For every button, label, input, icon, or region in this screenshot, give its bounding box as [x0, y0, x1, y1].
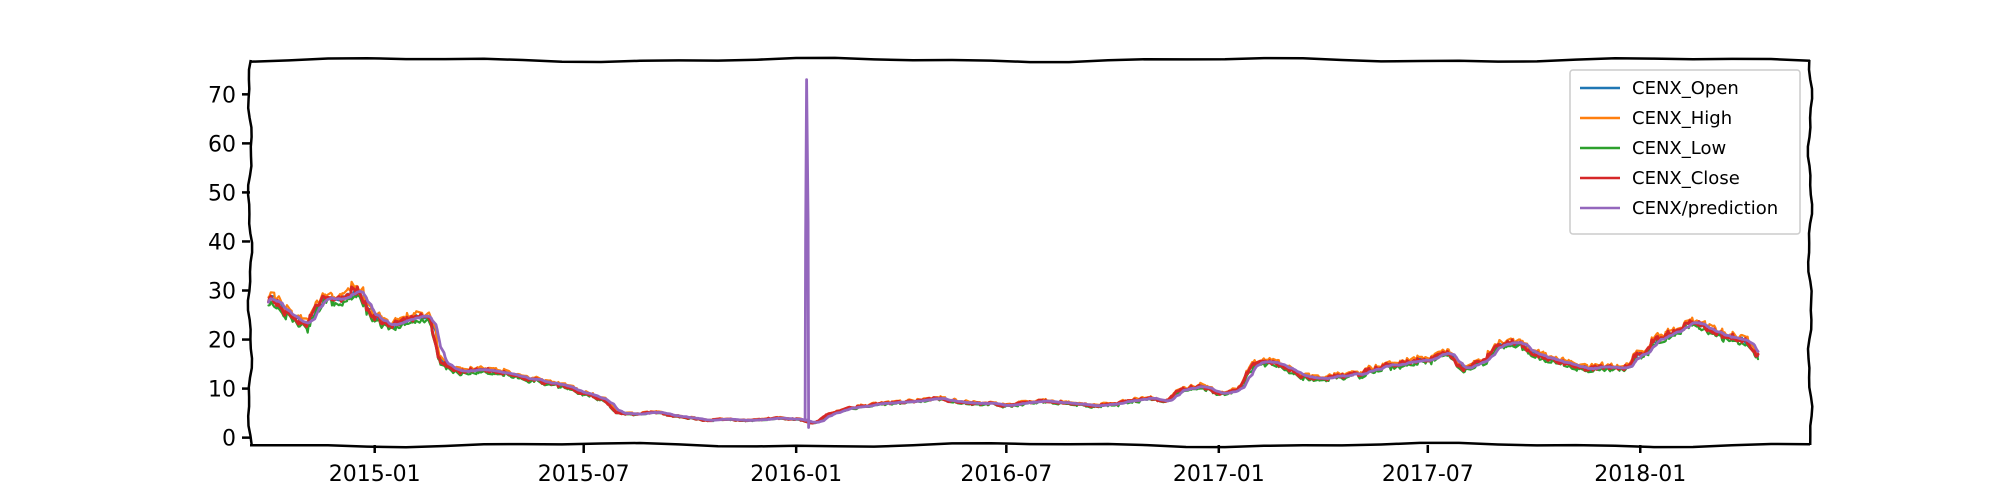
- x-tick-label: 2015-01: [329, 462, 421, 487]
- x-tick-label: 2016-01: [750, 462, 842, 487]
- y-tick-label: 70: [208, 83, 236, 108]
- legend-box: [1569, 69, 1801, 235]
- x-tick-label: 2017-01: [1173, 462, 1265, 487]
- y-tick-label: 60: [208, 132, 236, 157]
- legend-label-cenx-high: CENX_High: [1632, 108, 1732, 129]
- x-tick-label: 2018-01: [1594, 462, 1686, 487]
- y-axis: 0 10 20 30 40 50 60 70: [208, 83, 250, 452]
- plot-frame: [246, 56, 1814, 449]
- series-line-cenx-prediction: [267, 78, 1760, 429]
- legend-label-cenx-low: CENX_Low: [1632, 138, 1726, 159]
- x-tick-label: 2016-07: [960, 462, 1052, 487]
- y-tick-label: 20: [208, 329, 236, 354]
- x-tick-label: 2017-07: [1382, 462, 1474, 487]
- y-tick-label: 50: [208, 181, 236, 206]
- legend-label-cenx-close: CENX_Close: [1632, 168, 1740, 189]
- series-layer: [267, 78, 1760, 429]
- legend-label-cenx-open: CENX_Open: [1632, 78, 1739, 99]
- y-tick-label: 40: [208, 230, 236, 255]
- x-axis: 2015-01 2015-07 2016-01 2016-07 2017-01 2017-…: [329, 445, 1686, 487]
- x-tick-label: 2015-07: [538, 462, 630, 487]
- y-tick-label: 10: [208, 378, 236, 403]
- legend: CENX_Open CENX_High CENX_Low CENX_Close CENX…: [1569, 69, 1801, 235]
- legend-label-cenx-prediction: CENX/prediction: [1632, 198, 1778, 219]
- y-tick-label: 30: [208, 280, 236, 305]
- y-tick-label: 0: [222, 427, 236, 452]
